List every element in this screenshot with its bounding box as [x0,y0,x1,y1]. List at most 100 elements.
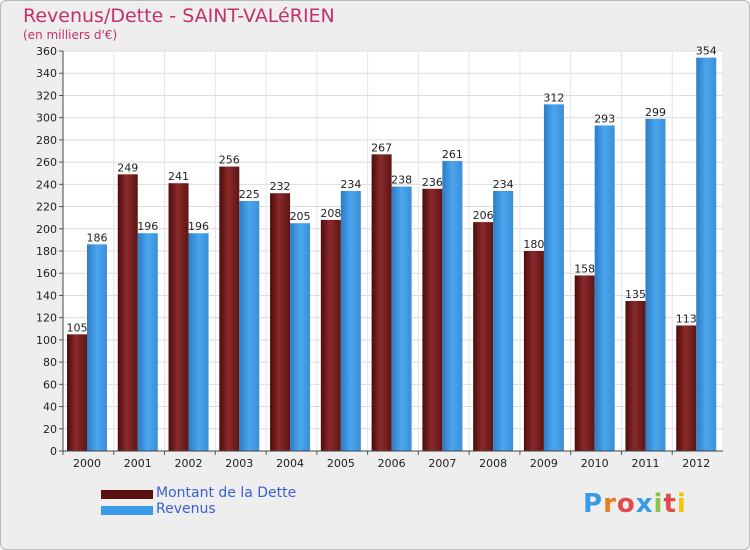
data-label-debt-2011: 135 [625,288,646,301]
y-tick-label: 260 [36,156,57,169]
logo-letter: r [603,489,617,519]
x-tick-label-2002: 2002 [175,457,203,470]
bar-debt-2011 [625,301,646,451]
y-tick-label: 80 [43,356,57,369]
data-label-revenue-2009: 312 [543,91,564,104]
bar-revenue-2004 [290,223,311,451]
y-tick-label: 340 [36,67,57,80]
y-tick-label: 120 [36,312,57,325]
x-tick-label-2008: 2008 [479,457,507,470]
y-tick-label: 320 [36,89,57,102]
bar-debt-2006 [371,154,392,452]
bar-revenue-2012 [696,57,717,452]
data-label-revenue-2002: 196 [188,220,209,233]
x-tick-label-2000: 2000 [73,457,101,470]
logo-letter: i [676,489,687,519]
bar-revenue-2000 [87,244,107,451]
data-label-revenue-2005: 234 [340,178,361,191]
x-tick-label-2009: 2009 [530,457,558,470]
bar-debt-2000 [67,334,87,451]
data-label-debt-2007: 236 [422,176,443,189]
bar-revenue-2005 [340,191,361,451]
data-label-revenue-2010: 293 [594,112,615,125]
y-tick-label: 360 [36,45,57,58]
y-tick-label: 40 [43,401,57,414]
data-label-debt-2005: 208 [320,207,341,220]
data-label-revenue-2000: 186 [87,231,108,244]
x-tick-label-2011: 2011 [631,457,659,470]
legend-label-debt: Montant de la Dette [156,485,297,501]
data-label-debt-2003: 256 [219,154,240,167]
bar-revenue-2009 [543,104,564,451]
data-label-debt-2012: 113 [676,312,697,325]
y-tick-label: 140 [36,289,57,302]
data-label-debt-2008: 206 [473,209,494,222]
data-label-revenue-2004: 205 [290,210,311,223]
y-tick-label: 20 [43,423,57,436]
y-tick-label: 240 [36,178,57,191]
bar-debt-2001 [117,174,138,452]
chart-subtitle: (en milliers d'€) [23,28,118,42]
data-label-revenue-2008: 234 [493,178,514,191]
y-tick-label: 220 [36,201,57,214]
x-tick-label-2006: 2006 [378,457,406,470]
x-tick-label-2003: 2003 [225,457,253,470]
bar-debt-2008 [473,222,494,451]
data-label-revenue-2001: 196 [137,220,158,233]
chart-title: Revenus/Dette - SAINT-VALéRIEN [23,5,335,27]
logo-letter: x [635,489,654,519]
data-label-revenue-2003: 225 [239,188,260,201]
bar-debt-2012 [676,325,697,451]
bar-revenue-2002 [188,233,209,451]
data-label-debt-2001: 249 [117,161,138,174]
data-label-revenue-2006: 238 [391,174,412,187]
bar-debt-2007 [422,188,443,451]
y-tick-label: 0 [50,445,57,458]
bar-debt-2009 [523,251,544,451]
x-tick-label-2004: 2004 [276,457,304,470]
logo-letter: P [583,489,604,519]
y-tick-label: 280 [36,134,57,147]
x-tick-label-2005: 2005 [327,457,355,470]
legend-swatch-revenue [101,506,153,515]
x-tick-label-2001: 2001 [124,457,152,470]
bar-revenue-2001 [137,233,158,451]
legend-label-revenue: Revenus [156,501,216,517]
logo-letter: o [616,489,636,519]
data-label-revenue-2011: 299 [645,106,666,119]
bar-revenue-2007 [442,161,463,451]
bar-debt-2003 [219,166,240,452]
bar-revenue-2008 [493,191,514,451]
bar-debt-2004 [270,193,291,451]
x-tick-label-2012: 2012 [682,457,710,470]
data-label-revenue-2007: 261 [442,148,463,161]
proxiti-logo: Proxiti [583,489,687,519]
y-tick-label: 200 [36,223,57,236]
y-tick-label: 300 [36,112,57,125]
bar-revenue-2003 [239,201,260,451]
x-tick-label-2010: 2010 [581,457,609,470]
logo-letter: i [653,489,664,519]
bar-revenue-2010 [594,125,615,451]
data-label-debt-2006: 267 [371,141,392,154]
bar-debt-2010 [574,275,595,451]
logo-letter: t [663,489,677,519]
data-label-debt-2010: 158 [574,262,595,275]
y-tick-label: 180 [36,245,57,258]
bar-debt-2005 [320,219,341,451]
legend-swatch-debt [101,490,153,499]
data-label-debt-2009: 180 [523,238,544,251]
y-tick-label: 100 [36,334,57,347]
x-tick-label-2007: 2007 [428,457,456,470]
data-label-debt-2002: 241 [168,170,189,183]
bar-debt-2002 [168,183,189,451]
y-tick-label: 60 [43,378,57,391]
data-label-revenue-2012: 354 [696,45,717,58]
data-label-debt-2000: 105 [67,321,88,334]
data-label-debt-2004: 232 [270,180,291,193]
bar-revenue-2006 [391,186,412,452]
bar-revenue-2011 [645,118,666,452]
y-tick-label: 160 [36,267,57,280]
